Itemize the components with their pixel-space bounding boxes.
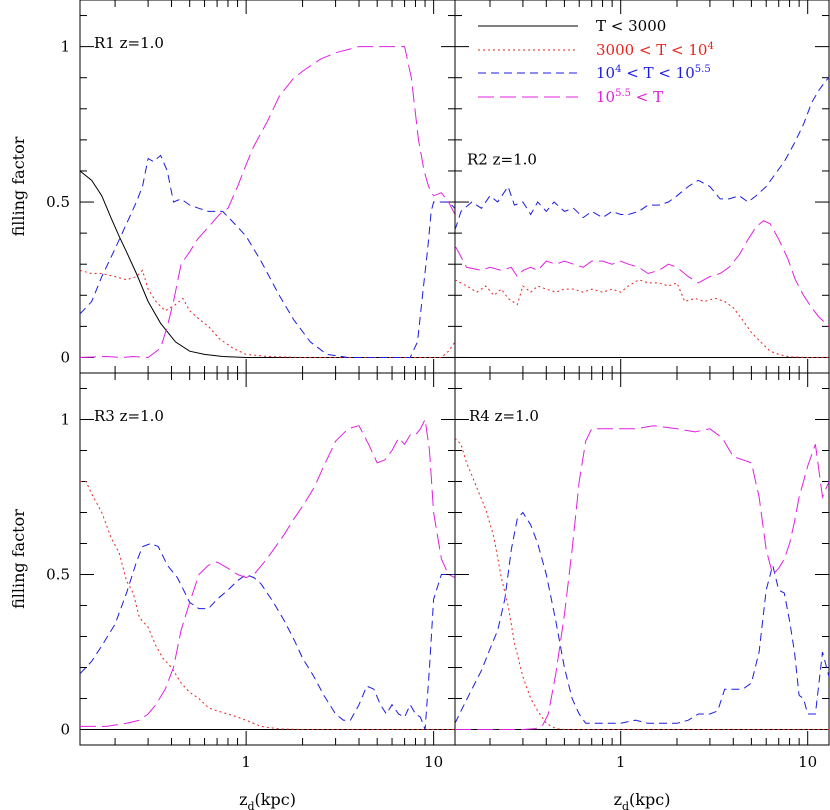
series-line-hot <box>80 154 455 358</box>
x-axis-label: zd(kpc) <box>239 790 296 810</box>
y-tick-label: 0.5 <box>46 193 70 211</box>
series-line-hot <box>455 511 829 724</box>
x-tick-label: 10 <box>424 753 443 771</box>
legend-entry: 105.5 < T <box>596 88 663 106</box>
series-line-warm <box>80 269 455 358</box>
series-line-cold <box>80 170 455 358</box>
legend: T < 3000 3000 < T < 104 104 < T < 105.5 105… <box>478 17 714 106</box>
y-axis-label: filling factor <box>9 136 28 236</box>
series-line-warm <box>455 437 829 730</box>
panel-frame <box>79 372 456 746</box>
panel-grid: R1 z=1.0 R2 z=1.0 R3 z=1.0 R4 z=1.0 <box>79 0 830 746</box>
axis-labels: filling factor filling factor zd(kpc) zd(kp… <box>9 136 670 810</box>
series-group <box>80 46 455 359</box>
series-line-vhot <box>80 417 455 727</box>
y-tick-label: 1 <box>60 411 70 429</box>
series-line-vhot <box>455 425 829 730</box>
panel-3: R3 z=1.0 <box>79 372 456 746</box>
legend-entry: 3000 < T < 104 <box>596 41 714 59</box>
series-group <box>455 77 829 358</box>
y-tick-label: 0 <box>60 348 70 366</box>
panel-label: R2 z=1.0 <box>467 151 537 169</box>
panel-2: R2 z=1.0 <box>454 0 830 374</box>
panel-label: R3 z=1.0 <box>94 407 164 425</box>
series-line-hot <box>80 542 455 730</box>
series-line-hot <box>455 77 829 231</box>
x-tick-label: 10 <box>798 753 817 771</box>
y-tick-label: 1 <box>60 38 70 56</box>
legend-entry: T < 3000 <box>596 17 666 35</box>
series-line-warm <box>455 279 829 358</box>
panel-frame <box>454 372 830 746</box>
series-group <box>80 417 455 730</box>
series-line-vhot <box>80 46 455 359</box>
panel-label: R1 z=1.0 <box>94 34 164 52</box>
x-tick-label: 1 <box>616 753 626 771</box>
panel-label: R4 z=1.0 <box>469 407 539 425</box>
series-line-vhot <box>455 220 829 327</box>
x-axis-label: zd(kpc) <box>614 790 671 810</box>
y-axis-label: filling factor <box>9 509 28 609</box>
series-group <box>455 425 829 730</box>
series-line-warm <box>80 481 455 730</box>
legend-entry: 104 < T < 105.5 <box>596 64 711 82</box>
panel-frame <box>79 0 456 374</box>
panel-4: R4 z=1.0 <box>454 372 830 746</box>
y-tick-label: 0 <box>60 721 70 739</box>
x-tick-label: 1 <box>241 753 251 771</box>
panel-1: R1 z=1.0 <box>79 0 456 374</box>
y-tick-label: 0.5 <box>46 566 70 584</box>
